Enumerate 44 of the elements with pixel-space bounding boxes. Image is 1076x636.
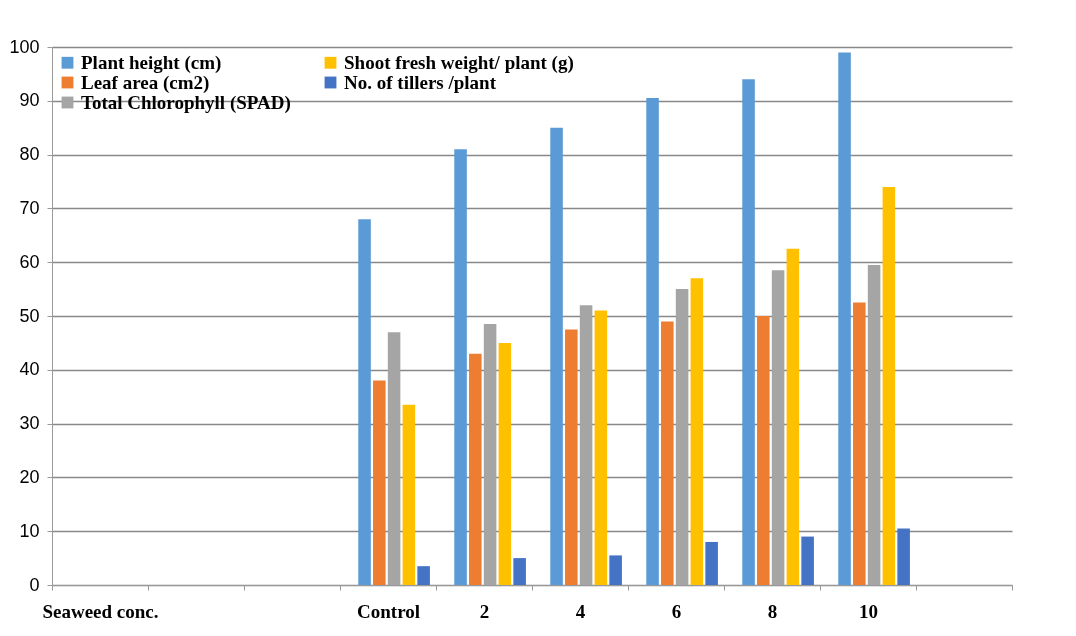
bar: [550, 127, 563, 585]
bar: [801, 536, 814, 585]
y-tick-label: 10: [19, 520, 40, 541]
y-tick-label: 30: [19, 413, 40, 434]
bar: [661, 321, 674, 585]
y-tick-label: 80: [19, 144, 40, 165]
bar: [609, 555, 622, 585]
bar: [853, 302, 866, 585]
legend-label: Plant height (cm): [81, 51, 222, 74]
bar: [498, 342, 512, 585]
bar: [882, 186, 896, 585]
bar: [565, 329, 578, 585]
bar: [838, 52, 851, 585]
y-tick-label: 0: [29, 574, 40, 595]
y-tick-label: 50: [19, 305, 40, 326]
bar: [742, 79, 755, 585]
legend-label: Shoot fresh weight/ plant (g): [344, 51, 574, 74]
y-tick-label: 70: [19, 197, 40, 218]
x-tick-label: 2: [479, 600, 490, 622]
y-tick-label: 90: [19, 90, 40, 111]
y-tick-label: 100: [9, 36, 40, 57]
bar: [513, 558, 526, 585]
x-tick-label: 6: [671, 600, 682, 622]
bar: [690, 278, 704, 585]
x-tick-label: Control: [357, 600, 420, 622]
bar: [705, 541, 718, 585]
bar: [373, 380, 386, 585]
x-tick-label: 8: [767, 600, 778, 622]
bar: [646, 98, 659, 585]
bar: [402, 404, 416, 585]
bar: [358, 219, 371, 585]
x-tick-label: Seaweed conc.: [42, 600, 159, 622]
bar: [469, 353, 482, 585]
bar: [454, 149, 467, 585]
y-tick-label: 20: [19, 466, 40, 487]
bar: [897, 528, 910, 585]
bar: [786, 248, 800, 585]
x-tick-label: 10: [859, 600, 878, 622]
y-tick-label: 60: [19, 251, 40, 272]
x-tick-label: 4: [575, 600, 586, 622]
bar: [757, 316, 770, 585]
bar: [594, 310, 608, 585]
y-tick-label: 40: [19, 359, 40, 380]
bar: [417, 566, 430, 585]
